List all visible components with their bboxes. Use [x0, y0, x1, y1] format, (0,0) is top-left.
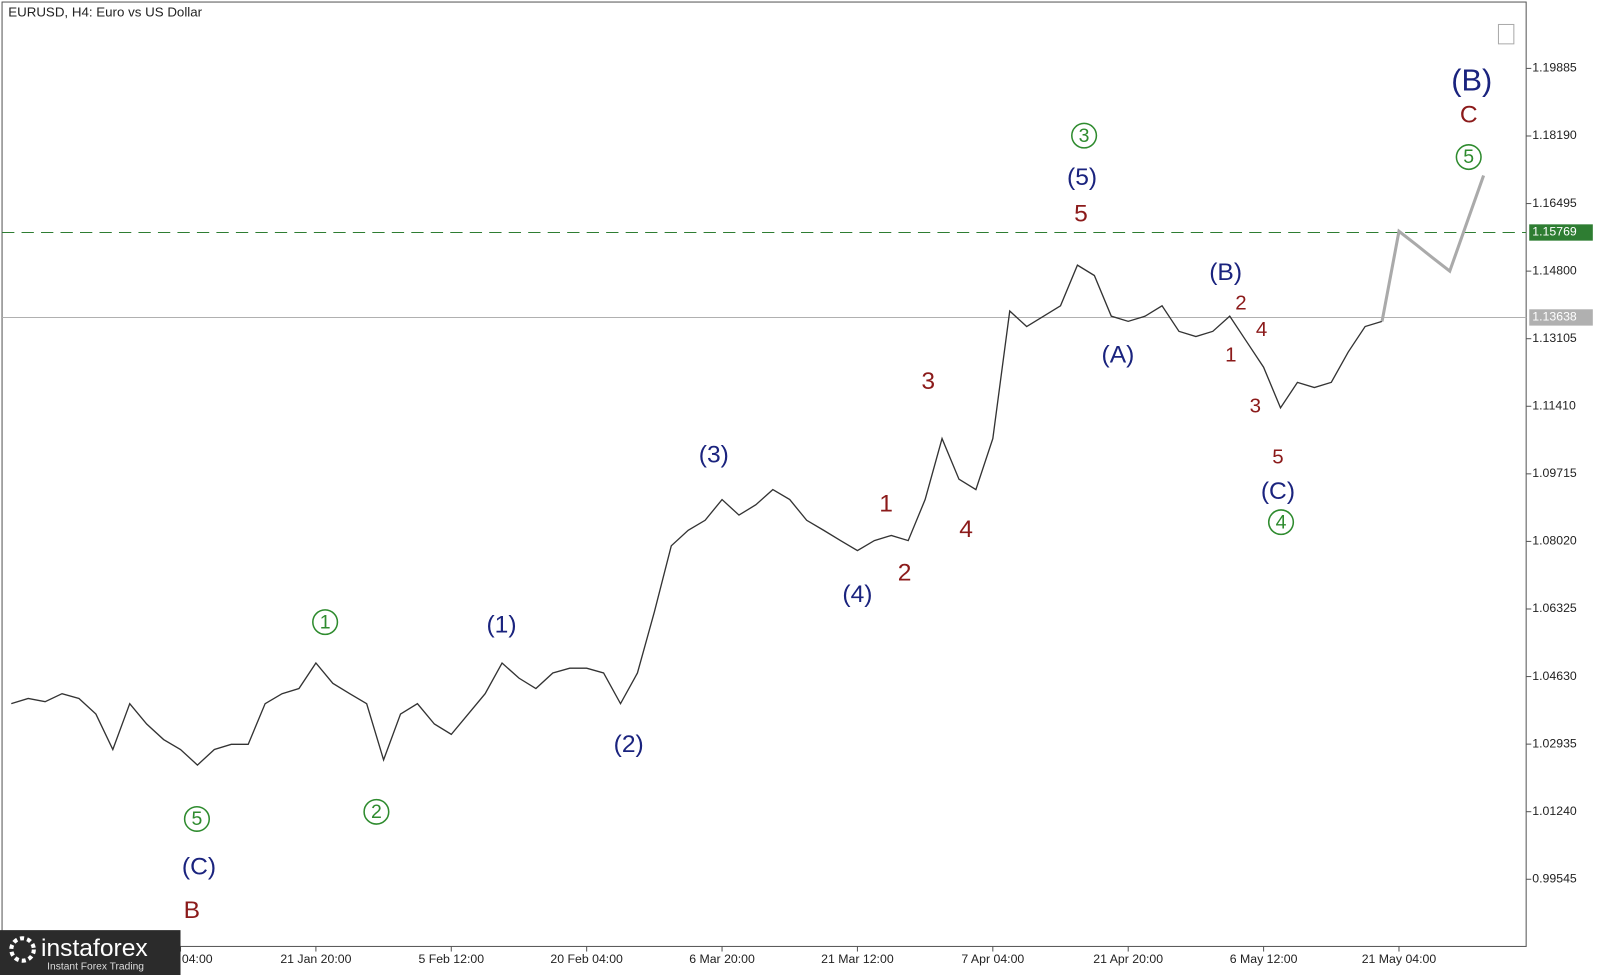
x-tick-label: 6 May 12:00 [1230, 952, 1298, 966]
y-tick-label: 1.06325 [1532, 601, 1577, 615]
logo: instaforex Instant Forex Trading [0, 930, 181, 975]
wave-circle [363, 798, 390, 825]
y-tick-label: 1.02935 [1532, 736, 1577, 750]
price-tag-label: 1.13638 [1532, 310, 1577, 324]
wave-label: (5) [1067, 164, 1097, 191]
wave-circle [1071, 122, 1098, 149]
wave-label: 5 [192, 808, 203, 830]
wave-circle [1267, 509, 1295, 536]
x-tick-label: 7 Apr 04:00 [961, 952, 1024, 966]
wave-label: (3) [699, 441, 729, 468]
wave-label: 2 [898, 560, 912, 587]
logo-name: instaforex [41, 935, 148, 962]
price-tag [1529, 224, 1593, 241]
y-tick-label: 1.14800 [1532, 263, 1577, 277]
y-tick-label: 1.04630 [1532, 669, 1577, 683]
y-tick-label: 1.13105 [1532, 331, 1577, 345]
wave-label: (C) [1261, 478, 1295, 505]
y-tick-label: 1.18190 [1532, 128, 1577, 142]
wave-label: B [184, 897, 200, 924]
wave-label: 1 [1225, 343, 1236, 366]
wave-label: 3 [1250, 394, 1261, 417]
y-tick-label: 0.99545 [1532, 872, 1577, 886]
y-tick-label: 1.19885 [1532, 61, 1577, 75]
y-tick-label: 1.08020 [1532, 534, 1577, 548]
wave-label: 2 [1235, 291, 1246, 314]
wave-label: 3 [921, 368, 935, 395]
wave-circle [183, 805, 210, 832]
wave-label: C [1460, 102, 1478, 129]
x-tick-label: 21 Mar 12:00 [821, 952, 894, 966]
price-line-series [11, 264, 1383, 766]
price-tag-label: 1.15769 [1532, 225, 1577, 239]
wave-label: 5 [1463, 146, 1474, 168]
forecast-line [1380, 174, 1486, 322]
y-tick-label: 1.09715 [1532, 466, 1577, 480]
wave-circle [1455, 144, 1482, 171]
wave-label: 2 [371, 801, 382, 823]
scroll-button[interactable] [1497, 23, 1515, 45]
wave-label: (B) [1209, 259, 1242, 286]
wave-label: 4 [1276, 511, 1287, 533]
wave-label: 1 [320, 611, 331, 633]
y-tick-label: 1.01240 [1532, 804, 1577, 818]
wave-label: 5 [1074, 201, 1088, 228]
plot-frame [1, 1, 1527, 947]
x-tick-label: 21 Apr 20:00 [1093, 952, 1163, 966]
wave-label: (2) [614, 731, 644, 758]
x-tick-label: 21 Jan 20:00 [280, 952, 351, 966]
logo-icon [9, 936, 36, 963]
wave-label: 4 [1256, 318, 1267, 341]
x-tick-label: 5 Feb 12:00 [418, 952, 484, 966]
wave-label: (4) [842, 581, 872, 608]
wave-label: (A) [1102, 341, 1135, 368]
price-tag [1529, 309, 1593, 326]
logo-bg [0, 930, 181, 975]
wave-label: 4 [959, 516, 973, 543]
chart-title: EURUSD, H4: Euro vs US Dollar [8, 5, 202, 20]
y-tick-label: 1.16495 [1532, 196, 1577, 210]
wave-label: 1 [879, 490, 893, 517]
wave-label: (1) [487, 612, 517, 639]
wave-label: (B) [1451, 63, 1492, 98]
x-tick-label: 20 Feb 04:00 [550, 952, 623, 966]
y-tick-label: 1.11410 [1532, 399, 1576, 413]
logo-tagline: Instant Forex Trading [47, 962, 144, 973]
wave-circle [312, 609, 339, 636]
wave-label: 3 [1079, 125, 1090, 147]
layer: 1.19885 1.18190 1.16495 1.14800 1.13105 1.114… [2, 61, 1593, 966]
wave-label: (C) [182, 853, 216, 880]
wave-label: 5 [1272, 445, 1283, 468]
x-tick-label: 6 Mar 20:00 [689, 952, 755, 966]
x-tick-label: 21 May 04:00 [1362, 952, 1437, 966]
